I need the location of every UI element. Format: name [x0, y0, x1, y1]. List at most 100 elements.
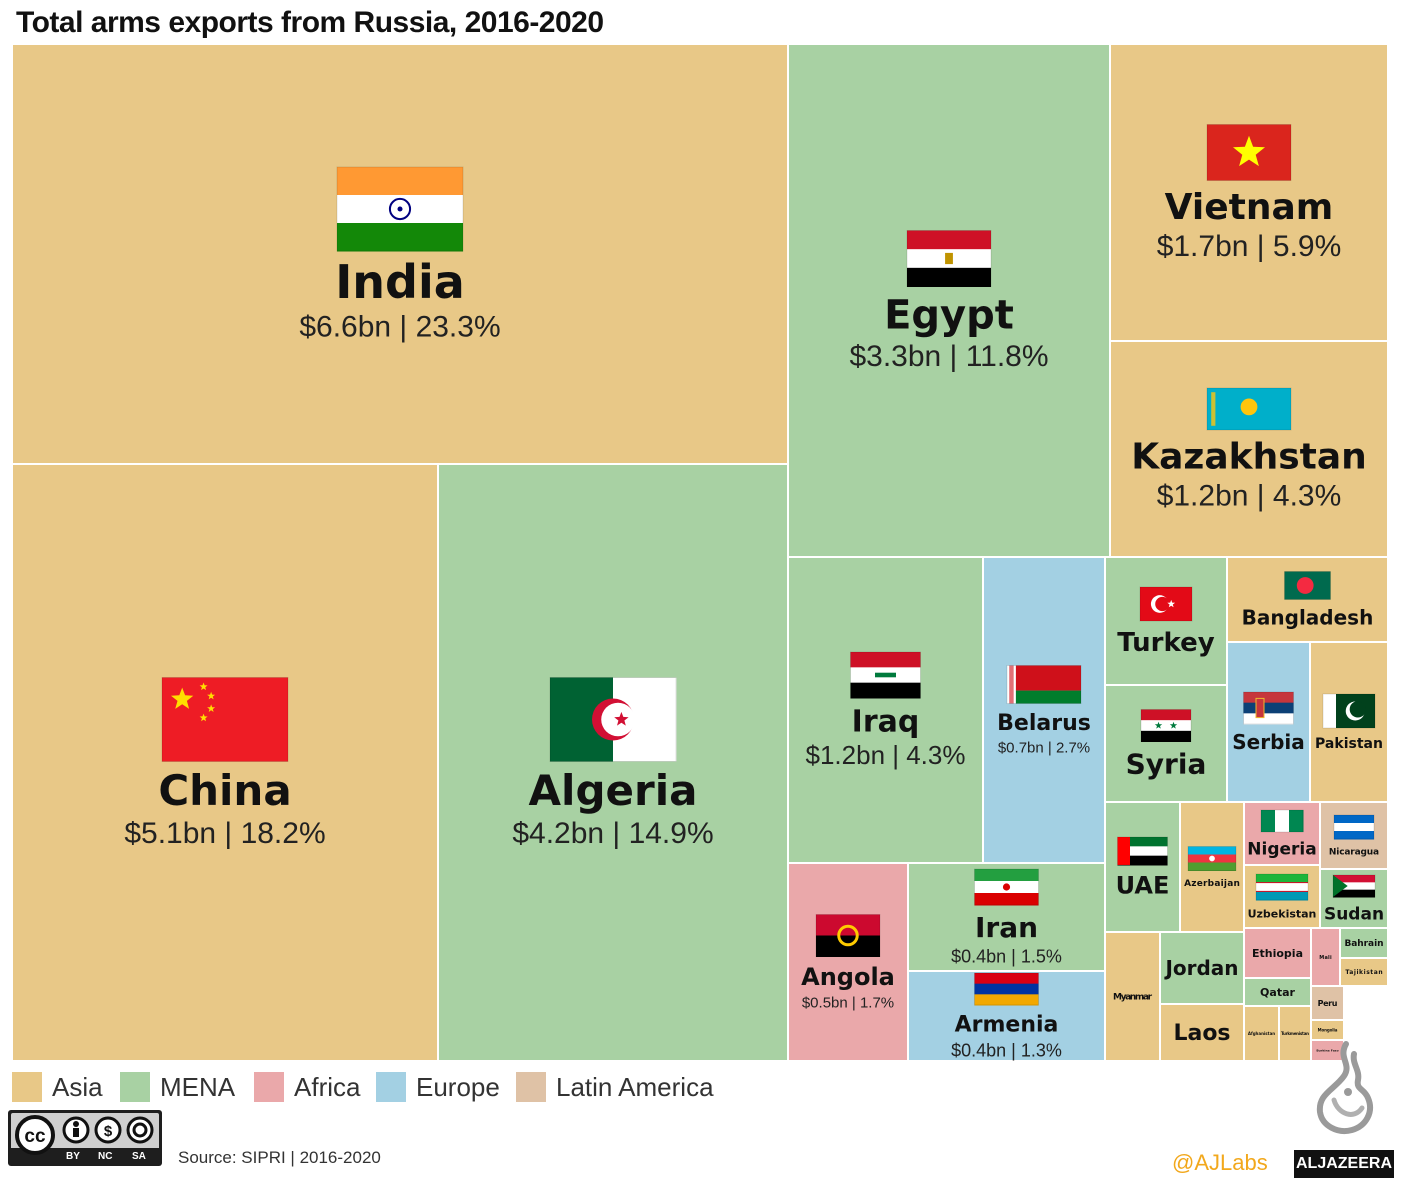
treemap-cell-turkmenistan: [1278, 1005, 1312, 1062]
flag-bangladesh-icon: [1284, 571, 1331, 600]
cell-label-vietnam: Vietnam: [1165, 187, 1334, 228]
flag-syria-icon: [1140, 709, 1192, 742]
flag-iran-icon: [974, 868, 1039, 906]
cell-value-egypt: $3.3bn | 11.8%: [849, 340, 1048, 373]
cell-value-angola: $0.5bn | 1.7%: [802, 994, 894, 1011]
aljazeera-logo-icon: [1316, 1041, 1373, 1134]
treemap-cell-iraq: [787, 556, 984, 864]
cell-value-iraq: $1.2bn | 4.3%: [806, 740, 966, 770]
flag-nigeria-icon: [1260, 809, 1304, 833]
legend-swatch-asia: [12, 1072, 42, 1102]
svg-text:cc: cc: [24, 1126, 46, 1147]
cell-value-algeria: $4.2bn | 14.9%: [512, 817, 713, 850]
cell-label-bahrain: Bahrain: [1344, 939, 1383, 949]
cell-label-china: China: [158, 766, 291, 815]
legend-swatch-europe: [376, 1072, 406, 1102]
cell-label-turkmenistan: Turkmenistan: [1281, 1031, 1309, 1036]
license-sa: SA: [132, 1151, 146, 1162]
treemap-cell-tajikistan: [1339, 957, 1389, 987]
treemap-cell-qatar: [1243, 977, 1312, 1007]
flag-china-icon: [161, 677, 289, 762]
cell-label-uzbekistan: Uzbekistan: [1248, 907, 1317, 920]
treemap-cell-india: [11, 43, 789, 465]
legend-label-mena: MENA: [160, 1072, 236, 1102]
flag-turkey-icon: [1139, 586, 1193, 622]
license-nc: NC: [98, 1151, 113, 1162]
legend-swatch-africa: [254, 1072, 284, 1102]
cell-label-nigeria: Nigeria: [1247, 839, 1316, 859]
flag-angola-icon: [815, 914, 881, 957]
legend-label-europe: Europe: [416, 1072, 500, 1102]
legend-label-latin-america: Latin America: [556, 1072, 714, 1102]
ajlabs-handle: @AJLabs: [1172, 1150, 1268, 1175]
chart-title: Total arms exports from Russia, 2016-202…: [16, 6, 604, 39]
license-by: BY: [66, 1151, 80, 1162]
cell-label-mongolia: Mongolia: [1318, 1027, 1338, 1032]
cell-label-tajikistan: Tajikistan: [1345, 969, 1382, 976]
legend-label-africa: Africa: [294, 1072, 361, 1102]
legend-swatch-mena: [120, 1072, 150, 1102]
svg-text:$: $: [104, 1123, 113, 1140]
flag-azerbaijan-icon: [1187, 846, 1237, 871]
treemap-cell-china: [11, 463, 439, 1062]
cell-label-azerbaijan: Azerbaijan: [1184, 879, 1240, 889]
cell-value-kazakhstan: $1.2bn | 4.3%: [1157, 480, 1342, 513]
flag-armenia-icon: [974, 972, 1039, 1006]
cell-label-pakistan: Pakistan: [1315, 736, 1383, 752]
aljazeera-wordmark: ALJAZEERA: [1294, 1150, 1394, 1178]
cell-label-serbia: Serbia: [1232, 730, 1305, 754]
treemap-cell-jordan: [1159, 931, 1245, 1005]
cell-label-belarus: Belarus: [997, 711, 1091, 736]
cell-label-burkina-faso: Burkina Faso: [1316, 1049, 1338, 1053]
flag-sudan-icon: [1332, 874, 1376, 898]
cell-value-iran: $0.4bn | 1.5%: [951, 946, 1062, 966]
cell-label-mali: Mali: [1319, 955, 1332, 961]
cell-label-myanmar: Myanmar: [1113, 993, 1153, 1003]
treemap-cell-algeria: [437, 463, 789, 1062]
treemap-cell-egypt: [787, 43, 1111, 558]
cell-value-china: $5.1bn | 18.2%: [124, 817, 325, 850]
cell-value-armenia: $0.4bn | 1.3%: [951, 1040, 1062, 1060]
cell-label-armenia: Armenia: [955, 1013, 1059, 1038]
cell-label-sudan: Sudan: [1324, 904, 1384, 924]
legend-label-asia: Asia: [52, 1072, 103, 1102]
flag-serbia-icon: [1243, 691, 1294, 725]
cell-label-egypt: Egypt: [884, 293, 1014, 339]
treemap-cell-uae: [1104, 801, 1181, 933]
cell-label-bangladesh: Bangladesh: [1242, 606, 1374, 630]
cell-label-ethiopia: Ethiopia: [1252, 947, 1303, 960]
cell-value-vietnam: $1.7bn | 5.9%: [1157, 230, 1342, 263]
treemap-cell-myanmar: [1104, 931, 1161, 1062]
cell-label-india: India: [335, 255, 465, 309]
cell-label-angola: Angola: [801, 963, 895, 991]
legend-swatch-latin-america: [516, 1072, 546, 1102]
flag-algeria-icon: [549, 677, 677, 762]
cell-label-jordan: Jordan: [1163, 956, 1238, 980]
cell-label-turkey: Turkey: [1117, 628, 1214, 658]
flag-uae-icon: [1117, 836, 1168, 866]
flag-india-icon: [336, 166, 464, 252]
cell-label-afghanistan: Afghanistan: [1248, 1031, 1275, 1036]
cell-value-belarus: $0.7bn | 2.7%: [998, 739, 1090, 756]
cell-label-laos: Laos: [1173, 1021, 1230, 1046]
cell-value-india: $6.6bn | 23.3%: [299, 311, 500, 344]
treemap-cell-vietnam: [1109, 43, 1389, 342]
flag-vietnam-icon: [1206, 124, 1292, 181]
flag-kazakhstan-icon: [1206, 387, 1292, 431]
cell-label-peru: Peru: [1318, 999, 1338, 1008]
cell-label-kazakhstan: Kazakhstan: [1131, 437, 1367, 478]
flag-nicaragua-icon: [1333, 814, 1375, 840]
cell-label-iran: Iran: [975, 911, 1038, 944]
flag-uzbekistan-icon: [1255, 873, 1309, 901]
flag-egypt-icon: [906, 230, 992, 287]
cell-label-qatar: Qatar: [1260, 986, 1295, 999]
source-note: Source: SIPRI | 2016-2020: [178, 1148, 381, 1167]
cell-label-nicaragua: Nicaragua: [1329, 848, 1379, 858]
flag-iraq-icon: [850, 651, 921, 699]
cell-label-syria: Syria: [1126, 747, 1207, 780]
creative-commons-license-icon: cc $ BY NC SA: [8, 1110, 162, 1166]
cell-label-uae: UAE: [1116, 871, 1170, 899]
treemap-cell-syria: [1104, 684, 1228, 803]
treemap-cell-belarus: [982, 556, 1106, 864]
